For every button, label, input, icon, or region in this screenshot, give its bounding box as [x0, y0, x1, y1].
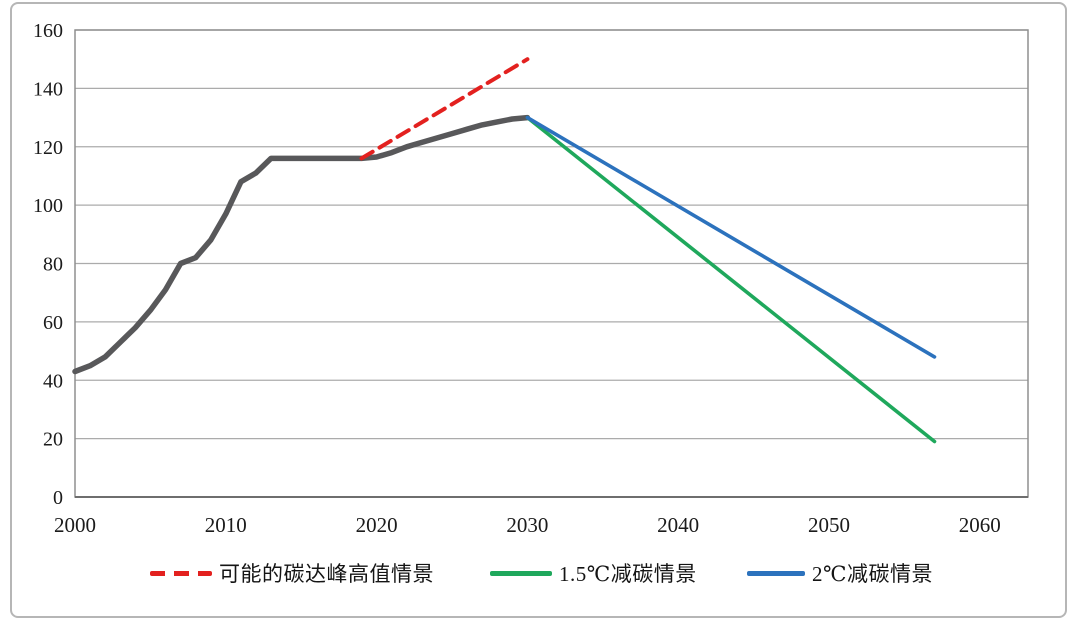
legend-label-peak-high-scenario: 可能的碳达峰高值情景 [219, 562, 434, 586]
y-tick-label: 100 [33, 195, 63, 217]
y-tick-label: 160 [33, 20, 63, 42]
y-tick-label: 40 [43, 370, 63, 392]
series-line-reduction-1p5c-scenario [525, 115, 937, 444]
red-dashed-line-icon [150, 570, 212, 576]
series-line-reduction-2c-scenario [525, 115, 937, 359]
x-tick-label: 2050 [808, 513, 850, 537]
legend-item-1p5c-scenario: 1.5℃减碳情景 [490, 558, 697, 588]
series-line-historical-emissions [72, 114, 531, 375]
y-tick-label: 60 [43, 312, 63, 334]
x-tick-label: 2010 [205, 513, 247, 537]
y-tick-label: 120 [33, 137, 63, 159]
y-tick-label: 20 [43, 429, 63, 451]
legend-label-2c-scenario: 2℃减碳情景 [812, 562, 933, 586]
legend-item-peak-high-scenario: 可能的碳达峰高值情景 [150, 558, 434, 588]
x-tick-label: 2020 [356, 513, 398, 537]
series-line-peak-high-scenario [359, 57, 530, 161]
blue-line-icon [747, 570, 805, 576]
x-tick-label: 2040 [657, 513, 699, 537]
green-line-icon [490, 570, 552, 576]
y-tick-label: 0 [53, 487, 63, 509]
legend-item-2c-scenario: 2℃减碳情景 [747, 558, 933, 588]
x-tick-label: 2000 [54, 513, 96, 537]
y-tick-label: 140 [33, 78, 63, 100]
x-tick-label: 2060 [959, 513, 1001, 537]
x-tick-label: 2030 [506, 513, 548, 537]
y-tick-label: 80 [43, 254, 63, 276]
legend-label-1p5c-scenario: 1.5℃减碳情景 [559, 562, 697, 586]
